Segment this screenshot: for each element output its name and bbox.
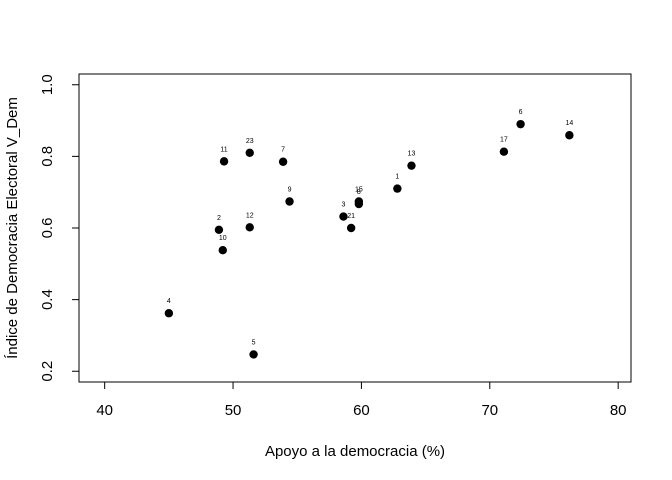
data-point <box>164 309 174 318</box>
x-tick-label: 60 <box>353 402 370 419</box>
y-tick-label: 1.0 <box>39 74 56 95</box>
y-tick-label: 0.8 <box>39 146 56 167</box>
point-label: 5 <box>252 339 256 346</box>
point-label: 10 <box>219 235 227 242</box>
point-label: 15 <box>355 186 363 193</box>
point-label: 11 <box>220 146 227 153</box>
point-label: 8 <box>357 189 361 196</box>
point-label: 4 <box>167 298 171 305</box>
data-point <box>565 131 574 140</box>
x-tick-label: 70 <box>481 402 498 419</box>
x-tick-label: 50 <box>225 402 242 419</box>
x-axis-title: Apoyo a la democracia (%) <box>265 443 445 460</box>
x-axis: 40 50 60 70 80 <box>96 381 627 419</box>
data-point <box>278 157 288 166</box>
data-point <box>245 223 254 232</box>
data-point <box>339 212 348 221</box>
y-axis-title: Índice de Democracia Electoral V_Dem <box>4 97 21 359</box>
point-label: 12 <box>246 212 254 219</box>
point-label: 3 <box>341 202 345 209</box>
point-label: 17 <box>500 137 508 144</box>
point-label: 23 <box>246 138 254 145</box>
data-point <box>219 157 229 166</box>
y-tick-label: 0.6 <box>39 218 56 239</box>
point-label: 21 <box>347 213 355 220</box>
y-axis: 0.2 0.4 0.6 0.8 1.0 <box>39 74 80 382</box>
data-point <box>218 246 227 255</box>
x-tick-label: 40 <box>96 402 113 419</box>
x-tick-label: 80 <box>610 402 627 419</box>
data-point <box>407 161 416 170</box>
point-label: 13 <box>408 151 416 158</box>
data-point <box>393 184 402 193</box>
point-label: 7 <box>281 147 285 154</box>
point-label: 6 <box>519 109 523 116</box>
data-point <box>499 147 509 156</box>
data-point <box>214 225 224 234</box>
data-point <box>346 223 356 233</box>
point-label: 2 <box>217 215 221 222</box>
data-point <box>249 350 258 359</box>
point-label: 9 <box>288 186 292 193</box>
data-point <box>354 197 364 206</box>
data-point <box>245 148 254 157</box>
data-point <box>285 197 294 206</box>
point-label: 1 <box>395 174 399 181</box>
data-point <box>516 119 525 129</box>
point-label: 14 <box>565 120 573 127</box>
y-tick-label: 0.2 <box>39 361 56 382</box>
y-tick-label: 0.4 <box>39 289 56 310</box>
